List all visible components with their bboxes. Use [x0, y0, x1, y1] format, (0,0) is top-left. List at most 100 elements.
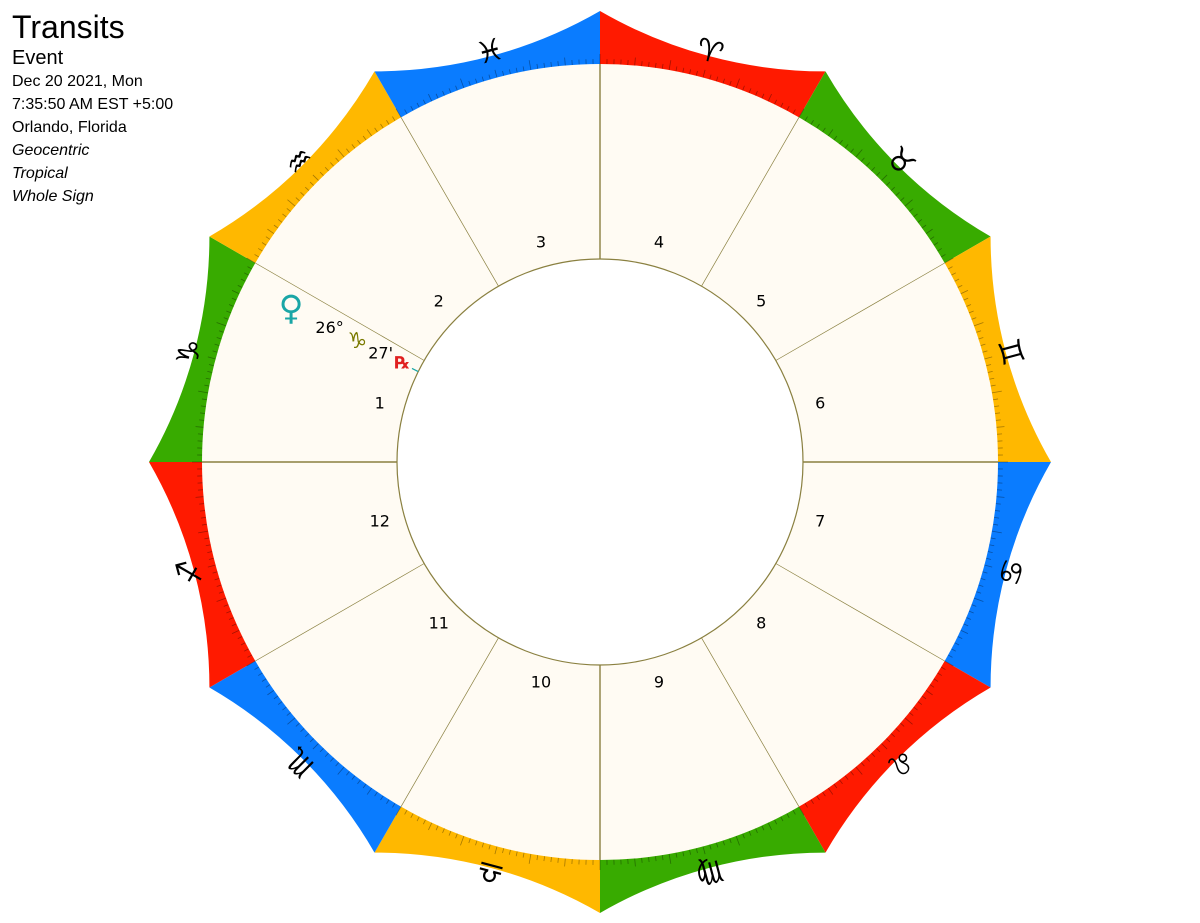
degree-tick	[335, 157, 340, 162]
degree-tick	[204, 537, 210, 540]
degree-tick	[957, 636, 963, 640]
house-number-1: 1	[375, 393, 385, 412]
degree-tick	[460, 835, 465, 846]
degree-tick	[214, 577, 220, 581]
degree-tick	[564, 57, 566, 66]
degree-tick	[258, 672, 263, 676]
degree-tick	[351, 144, 356, 149]
degree-tick	[543, 62, 546, 68]
degree-tick	[448, 830, 452, 836]
degree-tick	[890, 186, 896, 191]
degree-tick	[774, 99, 778, 105]
degree-tick	[508, 849, 511, 855]
degree-tick	[860, 157, 865, 162]
house-number-6: 6	[815, 393, 825, 412]
degree-tick	[362, 135, 367, 141]
degree-tick	[422, 819, 426, 825]
degree-tick	[267, 689, 275, 696]
venus-icon[interactable]: ♀	[279, 288, 304, 328]
degree-tick	[536, 63, 539, 69]
house-number-9: 9	[654, 673, 664, 692]
degree-tick	[886, 738, 891, 743]
degree-tick	[798, 806, 805, 816]
degree-tick	[937, 672, 942, 676]
degree-tick	[695, 70, 698, 76]
house-number-7: 7	[815, 512, 825, 531]
house-cusp-line	[775, 262, 945, 361]
degree-tick	[995, 503, 1001, 505]
degree-tick	[944, 660, 954, 667]
degree-tick	[304, 733, 310, 738]
degree-tick	[755, 828, 758, 834]
degree-tick	[735, 835, 740, 846]
degree-tick	[212, 350, 218, 353]
degree-tick	[195, 426, 204, 428]
degree-tick	[508, 69, 511, 75]
degree-tick	[742, 833, 745, 839]
degree-tick	[243, 272, 249, 276]
event-time: 7:35:50 AM EST +5:00	[12, 96, 174, 113]
event-location: Orlando, Florida	[12, 119, 127, 136]
degree-tick	[346, 771, 350, 776]
degree-tick	[940, 254, 946, 258]
degree-tick	[410, 105, 414, 111]
degree-tick	[231, 623, 237, 627]
degree-tick	[947, 654, 953, 658]
degree-tick	[455, 833, 458, 839]
sign-segment-aquarius	[209, 71, 401, 263]
house-cusp-line	[255, 262, 425, 361]
degree-tick	[380, 123, 384, 129]
degree-tick	[502, 848, 505, 854]
degree-tick	[702, 846, 706, 855]
chart-title: Transits	[12, 9, 125, 45]
planet-degree-label: 26°	[315, 318, 343, 337]
degree-tick	[395, 108, 402, 118]
degree-tick	[963, 297, 969, 301]
zodiac-type: Tropical	[12, 165, 68, 182]
retrograde-icon: ℞	[395, 354, 410, 374]
degree-tick	[722, 78, 725, 84]
degree-tick	[876, 171, 881, 176]
degree-tick	[715, 842, 719, 848]
degree-tick	[966, 617, 972, 620]
degree-tick	[767, 822, 772, 831]
degree-tick	[357, 139, 361, 145]
degree-tick	[330, 162, 334, 167]
degree-tick	[937, 248, 942, 252]
degree-tick	[866, 757, 870, 762]
degree-tick	[282, 706, 287, 711]
degree-tick	[374, 791, 378, 797]
degree-tick	[833, 135, 838, 141]
degree-tick	[648, 856, 650, 863]
degree-tick	[780, 816, 784, 822]
degree-tick	[200, 405, 206, 408]
degree-tick	[925, 228, 933, 235]
house-area	[202, 64, 998, 860]
degree-tick	[729, 80, 732, 86]
degree-tick	[989, 544, 995, 547]
degree-tick	[748, 830, 752, 836]
degree-tick	[661, 855, 664, 861]
degree-tick	[951, 648, 957, 652]
degree-tick	[380, 795, 384, 801]
degree-tick	[362, 783, 367, 789]
degree-tick	[987, 551, 993, 554]
house-cusp-line	[775, 563, 945, 662]
degree-tick	[287, 717, 296, 725]
degree-tick	[780, 102, 784, 108]
degree-tick	[816, 123, 820, 129]
degree-tick	[913, 213, 918, 218]
degree-tick	[428, 93, 433, 102]
degree-tick	[195, 496, 204, 498]
degree-tick	[929, 684, 935, 688]
degree-tick	[954, 642, 960, 646]
degree-tick	[735, 78, 740, 89]
degree-tick	[404, 809, 408, 815]
degree-tick	[460, 78, 465, 89]
degree-tick	[654, 62, 657, 68]
degree-tick	[702, 69, 706, 78]
degree-tick	[675, 852, 678, 858]
degree-tick	[422, 99, 426, 105]
degree-tick	[786, 105, 790, 111]
degree-tick	[226, 610, 232, 614]
